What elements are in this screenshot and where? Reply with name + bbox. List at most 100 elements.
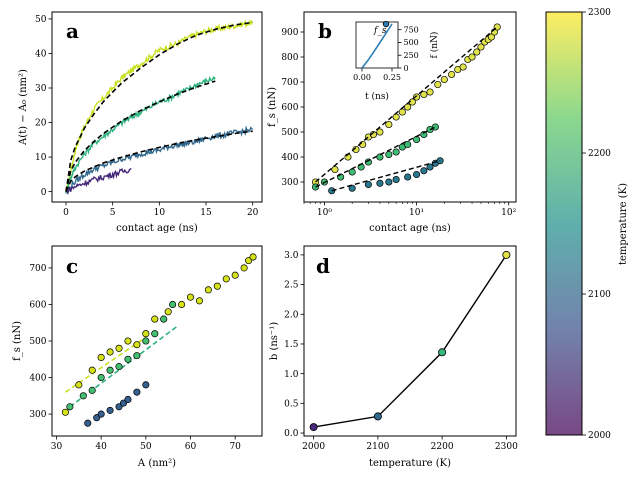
panel-c-marks: 30 40 50 60 70 300 400 500 600 700 (29, 253, 257, 452)
data-point (420, 130, 428, 139)
y-tick-label: 800 (281, 53, 298, 63)
data-point (431, 123, 439, 131)
data-point (133, 388, 141, 396)
data-point (373, 412, 382, 421)
data-point (178, 300, 186, 309)
inset-xlabel: t (ns) (365, 91, 389, 102)
series-line (65, 125, 254, 193)
y-tick-label: 700 (29, 264, 46, 274)
panel-a-ylabel: A(t) − A₀ (nm²) (18, 69, 29, 146)
data-point (364, 180, 372, 189)
x-tick-label: 70 (229, 442, 241, 452)
colorbar-label: temperature (K) (618, 183, 629, 265)
data-point (133, 352, 141, 360)
y-tick-label: 500 (281, 128, 298, 138)
data-point (151, 315, 159, 323)
fit-line (65, 80, 216, 192)
panel-c-frame (51, 245, 263, 437)
x-tick-label: 0 (63, 208, 69, 218)
data-point (97, 353, 105, 361)
trend-line (331, 160, 441, 192)
y-tick-label: 1.0 (284, 370, 299, 380)
colorbar-tick-label: 2300 (588, 8, 611, 18)
fit-line (65, 130, 253, 192)
data-point (404, 103, 412, 111)
y-tick-label: 0 (41, 188, 47, 198)
inset-force-curve (361, 23, 393, 69)
y-tick-label: 30 (35, 84, 47, 94)
y-tick-label: 20 (35, 119, 47, 129)
y-tick-label: 500 (404, 38, 419, 47)
y-tick-label: 2.5 (284, 281, 299, 291)
panel-b-inset: 0.00 0.250 250 500 750 t (ns) f (nN) f_s (353, 20, 440, 102)
y-tick-label: 0 (404, 64, 409, 73)
data-point (385, 150, 393, 159)
data-point (376, 179, 384, 187)
panel-b-letter: b (318, 19, 332, 43)
data-point (84, 419, 92, 427)
data-point (438, 348, 447, 357)
data-point (142, 330, 150, 338)
y-tick-label: 0.5 (284, 399, 299, 409)
data-point (348, 184, 356, 192)
data-point (164, 308, 172, 316)
data-point (404, 173, 412, 181)
data-point (222, 275, 230, 283)
colorbar-tick-label: 2200 (588, 149, 611, 159)
data-point (66, 403, 74, 411)
data-point (459, 63, 467, 71)
data-point (88, 386, 96, 394)
y-tick-label: 1.5 (284, 340, 299, 350)
data-point (106, 366, 114, 374)
data-point (426, 88, 434, 96)
data-point (413, 93, 421, 101)
data-point (61, 408, 69, 416)
data-point (97, 373, 105, 382)
y-tick-label: 40 (35, 50, 47, 60)
y-tick-label: 250 (404, 51, 419, 60)
x-tick-label: 0.00 (353, 73, 371, 82)
x-tick-label: 10⁰ (317, 208, 332, 218)
colorbar-gradient (545, 11, 583, 436)
fit-line (65, 21, 253, 192)
x-tick-label: 10¹ (409, 208, 424, 218)
data-point (124, 395, 132, 404)
data-point (213, 282, 221, 290)
series-line (65, 167, 132, 196)
data-point (413, 135, 421, 144)
data-point (240, 264, 248, 272)
data-point (392, 175, 400, 184)
x-tick-label: 2100 (366, 442, 389, 452)
data-point (88, 366, 96, 374)
data-point (160, 315, 168, 323)
data-point (434, 80, 442, 89)
panel-a-marks: 0 5 10 15 20 0 10 20 30 40 50 (35, 15, 259, 218)
panel-c-letter: c (66, 254, 78, 278)
panel-d: d 2000 2100 2200 23000.00.51.01.52.02.53.0 … (269, 245, 518, 469)
y-tick-label: 300 (281, 178, 298, 188)
panel-b: b 10⁰ 10¹ 10² 300 400 500 600 700 800 900 contact… (267, 11, 517, 234)
data-point (75, 381, 83, 389)
data-point (124, 355, 132, 363)
panel-c-ylabel: f_s (nN) (12, 321, 23, 361)
x-tick-label: 2300 (495, 442, 518, 452)
colorbar-tick-label: 2000 (588, 431, 611, 441)
data-point (142, 381, 150, 389)
data-point (473, 48, 481, 56)
panel-b-marks: 10⁰ 10¹ 10² 300 400 500 600 700 800 900 (281, 23, 517, 218)
b-vs-temperature-line (313, 254, 507, 428)
x-tick-label: 50 (140, 442, 152, 452)
data-point (502, 250, 511, 259)
x-tick-label: 15 (200, 208, 212, 218)
data-point (348, 168, 356, 176)
y-tick-label: 400 (29, 374, 46, 384)
data-point (151, 330, 159, 338)
data-point (106, 406, 114, 414)
colorbar: 2000 2100 2200 2300 temperature (K) (545, 8, 629, 441)
panel-c-xlabel: A (nm²) (137, 458, 176, 469)
data-point (195, 297, 203, 305)
data-point (376, 128, 384, 136)
data-point (385, 178, 393, 186)
data-point (79, 392, 87, 400)
